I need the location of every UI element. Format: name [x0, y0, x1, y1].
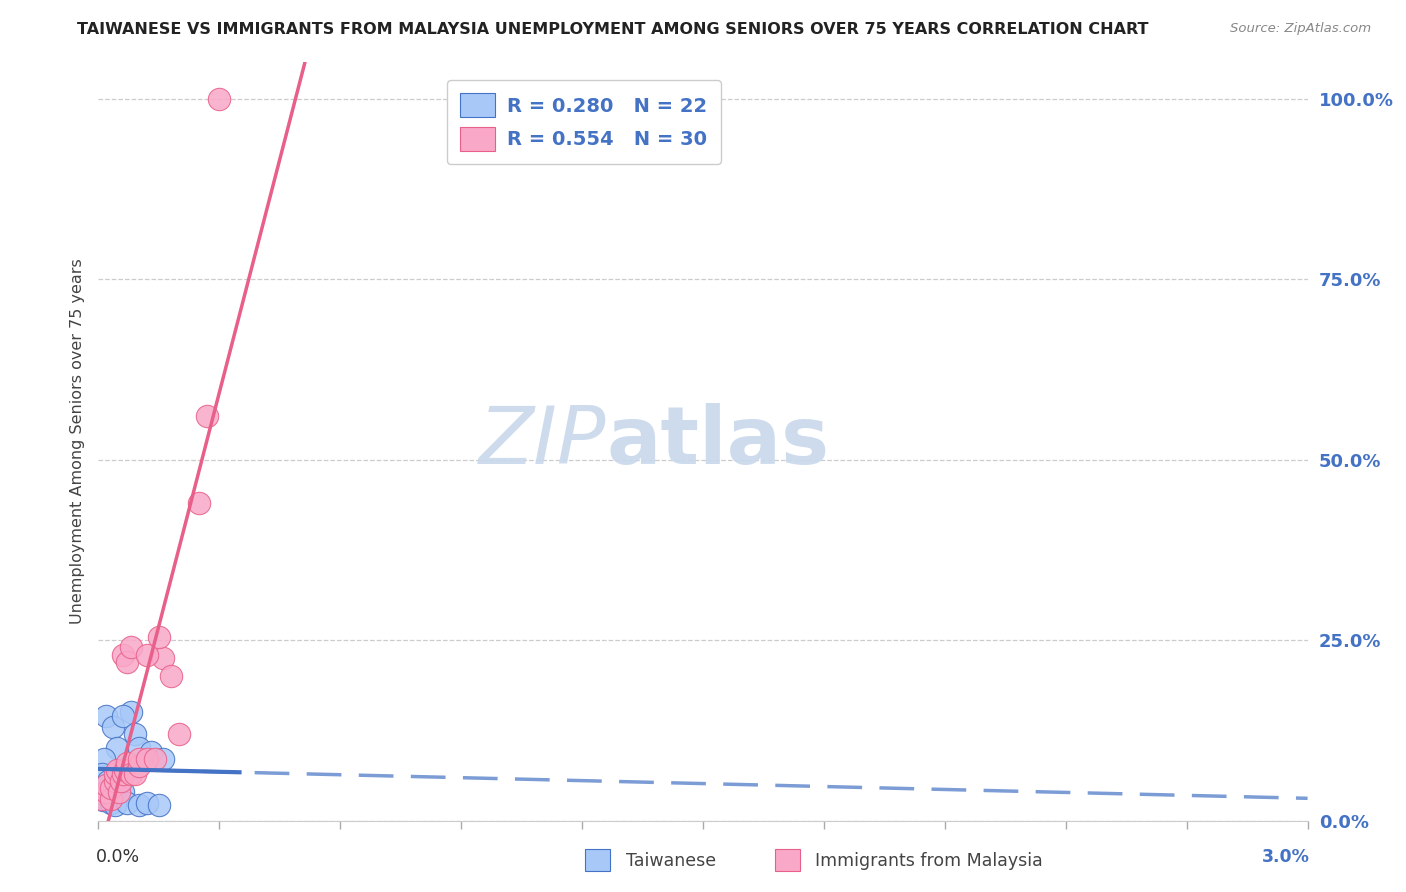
Text: Immigrants from Malaysia: Immigrants from Malaysia [815, 852, 1043, 870]
Point [91, 766, 114, 780]
Point [91, 792, 114, 806]
Point [128, 797, 150, 812]
Point [110, 773, 132, 788]
Point [124, 727, 146, 741]
Point [128, 741, 150, 756]
Text: Taiwanese: Taiwanese [626, 852, 716, 870]
Point [111, 766, 134, 780]
Point [188, 496, 211, 510]
Point [120, 766, 142, 780]
Point [120, 706, 142, 720]
Text: atlas: atlas [606, 402, 830, 481]
Point [152, 752, 174, 766]
Point [167, 727, 190, 741]
Point [111, 785, 134, 799]
Point [91, 793, 114, 807]
Point [103, 773, 125, 788]
Point [96, 785, 118, 799]
Point [195, 409, 218, 424]
Text: TAIWANESE VS IMMIGRANTS FROM MALAYSIA UNEMPLOYMENT AMONG SENIORS OVER 75 YEARS C: TAIWANESE VS IMMIGRANTS FROM MALAYSIA UN… [77, 22, 1149, 37]
Point [111, 709, 134, 723]
Point [208, 91, 231, 105]
Point [96, 778, 118, 792]
Point [105, 763, 128, 777]
Point [139, 745, 162, 759]
Point [143, 752, 166, 766]
Point [107, 785, 129, 799]
Point [107, 781, 129, 796]
Point [148, 797, 170, 812]
Point [120, 640, 142, 655]
Point [160, 669, 183, 683]
Point [152, 651, 174, 665]
Point [135, 752, 157, 766]
Point [135, 796, 157, 810]
Text: ZIP: ZIP [479, 402, 606, 481]
Point [111, 648, 134, 662]
Point [103, 766, 125, 780]
Text: 0.0%: 0.0% [96, 848, 141, 866]
Point [96, 709, 118, 723]
Point [93, 752, 115, 766]
Y-axis label: Unemployment Among Seniors over 75 years: Unemployment Among Seniors over 75 years [69, 259, 84, 624]
Point [103, 797, 125, 812]
Point [135, 648, 157, 662]
Point [128, 752, 150, 766]
Point [115, 655, 138, 669]
Point [100, 792, 122, 806]
Point [100, 781, 122, 796]
Point [115, 796, 138, 810]
Point [128, 759, 150, 773]
Point [115, 756, 138, 770]
Text: 3.0%: 3.0% [1263, 848, 1310, 866]
Point [101, 720, 124, 734]
Legend: R = 0.280   N = 22, R = 0.554   N = 30: R = 0.280 N = 22, R = 0.554 N = 30 [447, 79, 721, 164]
Point [114, 763, 136, 777]
Point [96, 792, 118, 806]
Point [97, 773, 120, 788]
Point [148, 630, 170, 644]
Text: Source: ZipAtlas.com: Source: ZipAtlas.com [1230, 22, 1371, 36]
Point [124, 766, 146, 780]
Point [105, 741, 128, 756]
Point [100, 796, 122, 810]
